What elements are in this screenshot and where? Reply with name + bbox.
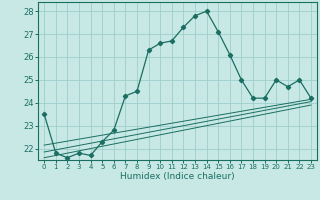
X-axis label: Humidex (Indice chaleur): Humidex (Indice chaleur)	[120, 172, 235, 181]
